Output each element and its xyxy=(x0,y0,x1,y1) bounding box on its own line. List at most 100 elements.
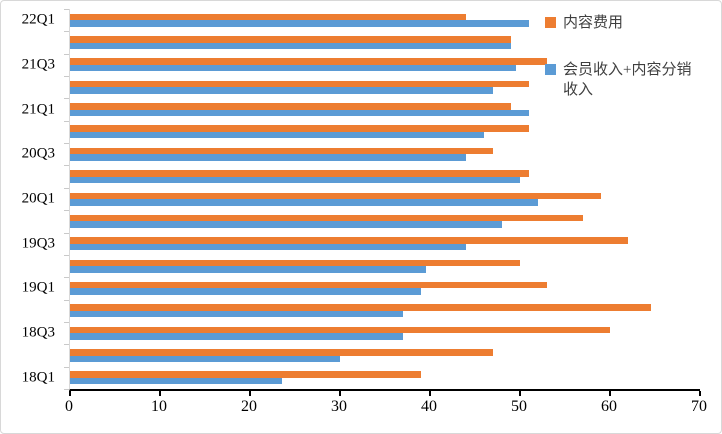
x-tick-label: 0 xyxy=(65,398,73,415)
category-tick-label: 20Q3 xyxy=(21,145,55,162)
bar-21Q1 xyxy=(70,109,529,117)
bar-21Q1 xyxy=(70,103,511,110)
x-tick-label: 50 xyxy=(511,398,527,415)
category-axis-labels: 22Q1 21Q3 21Q1 20Q3 20Q1 19Q3 19Q1 18Q3 18Q1 xyxy=(1,9,63,389)
plot-area xyxy=(64,9,701,396)
bar-20Q1 xyxy=(70,199,538,206)
category-tick-mark xyxy=(64,321,69,323)
bar-19Q4 xyxy=(70,214,583,222)
category-row-21Q3 xyxy=(70,54,700,76)
bar-18Q2 xyxy=(70,355,340,363)
category-row-22Q1 xyxy=(70,9,700,31)
category-row-20Q4 xyxy=(70,121,700,143)
category-tick-label: 20Q1 xyxy=(21,190,55,207)
x-tick-mark xyxy=(69,391,71,396)
category-row-18Q1 xyxy=(70,367,700,389)
x-tick-label: 40 xyxy=(421,398,437,415)
legend-label: 内容费用 xyxy=(563,15,624,31)
legend-item-content-cost: 内容费用 xyxy=(545,13,717,33)
category-tick-label: 22Q1 xyxy=(21,11,55,28)
bar-21Q2 xyxy=(70,80,529,88)
bar-20Q4 xyxy=(70,131,484,139)
x-axis-ticks xyxy=(69,389,701,396)
category-tick-mark xyxy=(64,31,69,33)
bar-19Q1 xyxy=(70,288,421,295)
bar-20Q2 xyxy=(70,176,520,184)
bar-18Q3 xyxy=(70,333,403,340)
category-tick-mark xyxy=(64,344,69,346)
x-tick-mark xyxy=(429,391,431,396)
bar-18Q4 xyxy=(70,310,403,318)
category-tick-mark xyxy=(64,187,69,189)
category-tick-label: 18Q1 xyxy=(21,369,55,386)
plot-rows xyxy=(70,9,700,389)
bar-20Q3 xyxy=(70,147,493,155)
bar-19Q3 xyxy=(70,243,466,251)
bar-18Q1 xyxy=(70,377,282,385)
category-tick-mark xyxy=(64,120,69,122)
x-tick-mark xyxy=(699,391,701,396)
x-tick-label: 10 xyxy=(151,398,167,415)
category-tick-mark xyxy=(64,299,69,301)
x-tick-label: 30 xyxy=(331,398,347,415)
x-tick-mark xyxy=(249,391,251,396)
category-tick-mark xyxy=(64,277,69,279)
category-tick-label: 21Q3 xyxy=(21,56,55,73)
x-tick-mark xyxy=(159,391,161,396)
legend: 内容费用 会员收入+内容分销收入 xyxy=(545,13,717,100)
x-tick-mark xyxy=(519,391,521,396)
legend-swatch-orange-icon xyxy=(545,17,556,28)
bar-21Q3 xyxy=(70,58,547,65)
x-tick-label: 60 xyxy=(601,398,617,415)
category-row-18Q4 xyxy=(70,300,700,322)
category-row-18Q2 xyxy=(70,344,700,366)
category-row-20Q3 xyxy=(70,143,700,165)
bar-19Q2 xyxy=(70,259,520,267)
category-tick-mark xyxy=(64,76,69,78)
x-tick-mark xyxy=(609,391,611,396)
x-tick-label: 20 xyxy=(241,398,257,415)
category-row-19Q2 xyxy=(70,255,700,277)
bar-18Q4 xyxy=(70,304,651,311)
value-axis-labels: 0 10 20 30 40 50 60 70 xyxy=(65,398,707,420)
category-tick-label: 21Q1 xyxy=(21,101,55,118)
x-tick-label: 70 xyxy=(691,398,707,415)
legend-label: 会员收入+内容分销收入 xyxy=(563,62,692,98)
category-row-21Q4 xyxy=(70,31,700,53)
bar-20Q3 xyxy=(70,154,466,161)
category-row-19Q3 xyxy=(70,233,700,255)
category-tick-label: 19Q3 xyxy=(21,235,55,252)
legend-item-member-revenue: 会员收入+内容分销收入 xyxy=(545,60,717,100)
category-tick-mark xyxy=(64,9,69,10)
category-row-20Q2 xyxy=(70,166,700,188)
bar-21Q4 xyxy=(70,36,511,43)
legend-swatch-blue-icon xyxy=(545,64,556,75)
bar-19Q3 xyxy=(70,237,628,244)
category-tick-mark xyxy=(64,98,69,100)
category-row-20Q1 xyxy=(70,188,700,210)
bar-21Q2 xyxy=(70,87,493,94)
bar-18Q1 xyxy=(70,371,421,378)
category-row-18Q3 xyxy=(70,322,700,344)
x-tick-mark xyxy=(339,391,341,396)
category-row-21Q2 xyxy=(70,76,700,98)
bar-20Q4 xyxy=(70,125,529,132)
category-tick-mark xyxy=(64,53,69,55)
bar-19Q1 xyxy=(70,281,547,289)
category-tick-mark xyxy=(64,254,69,256)
category-row-19Q1 xyxy=(70,277,700,299)
category-tick-label: 18Q3 xyxy=(21,324,55,341)
bar-22Q1 xyxy=(70,20,529,27)
category-tick-mark xyxy=(64,143,69,145)
bar-19Q2 xyxy=(70,266,426,273)
bar-22Q1 xyxy=(70,13,466,21)
bar-21Q3 xyxy=(70,64,516,72)
bar-21Q4 xyxy=(70,42,511,50)
category-tick-mark xyxy=(64,389,69,390)
bar-18Q2 xyxy=(70,349,493,356)
bar-20Q2 xyxy=(70,170,529,177)
category-axis-ticks xyxy=(64,9,69,390)
bar-20Q1 xyxy=(70,192,601,200)
category-tick-mark xyxy=(64,232,69,234)
